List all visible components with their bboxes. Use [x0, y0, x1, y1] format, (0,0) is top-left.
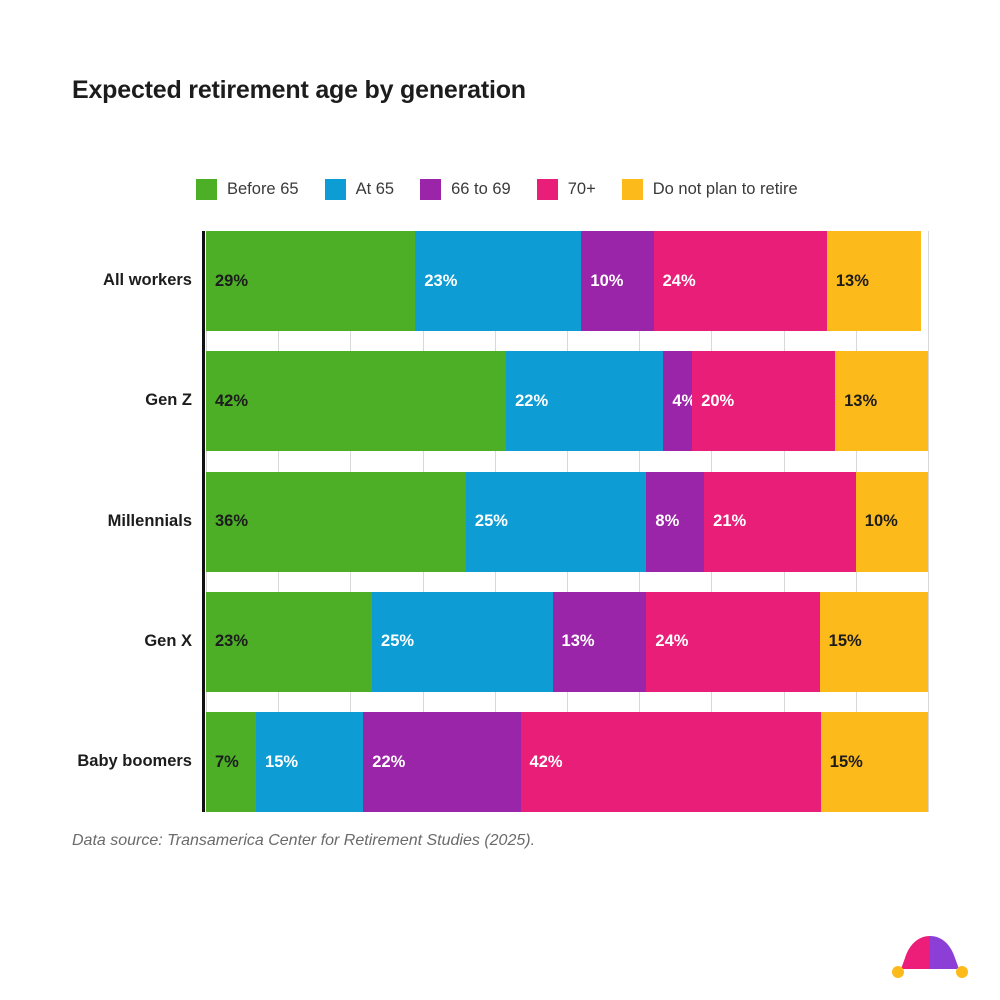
- y-axis-category-labels: All workers Gen Z Millennials Gen X Baby boo…: [0, 231, 192, 812]
- bar-segment-value-label: 10%: [864, 512, 898, 530]
- bar-segment[interactable]: 15%: [256, 712, 364, 812]
- bar-segment[interactable]: 10%: [581, 231, 654, 331]
- legend-item-at-65[interactable]: At 65: [324, 178, 395, 200]
- bar-segment[interactable]: 24%: [653, 231, 827, 331]
- bar-segment-value-label: 13%: [835, 271, 869, 290]
- bar-segment[interactable]: 8%: [646, 471, 705, 572]
- bar-segment-value-label: 25%: [474, 512, 508, 530]
- bar-segment-value-label: 10%: [590, 271, 624, 290]
- bar-segment[interactable]: 24%: [646, 591, 820, 692]
- motley-fool-jester-cap-logo: [888, 928, 972, 984]
- bar-segment[interactable]: 13%: [835, 351, 928, 452]
- bar-segment-value-label: 7%: [215, 752, 239, 771]
- bar-row: 36% 25% 8% 21% 10%: [206, 471, 928, 572]
- bar-segment-value-label: 42%: [529, 752, 563, 771]
- bar-row: 29% 23% 10% 24% 13%: [206, 231, 928, 331]
- bar-segment-value-label: 29%: [215, 271, 249, 290]
- bar-segment-value-label: 22%: [372, 752, 406, 771]
- bar-segment[interactable]: 4%: [663, 351, 696, 452]
- bar-segment-value-label: 15%: [828, 632, 862, 651]
- bar-segment[interactable]: 15%: [820, 712, 929, 812]
- legend-item-label: 66 to 69: [451, 179, 511, 198]
- gridline-100: [928, 231, 929, 812]
- bar-segment-value-label: 8%: [655, 512, 680, 530]
- chart-legend: Before 65 At 65 66 to 69 70+ Do not plan to …: [196, 178, 824, 200]
- bar-segment[interactable]: 15%: [819, 591, 928, 692]
- bar-segment[interactable]: 10%: [855, 471, 928, 572]
- bar-segment[interactable]: 22%: [506, 351, 664, 452]
- legend-swatch-icon: [621, 178, 643, 200]
- bar-segment-value-label: 13%: [561, 632, 595, 651]
- legend-item-before-65[interactable]: Before 65: [196, 178, 299, 200]
- legend-item-66-to-69[interactable]: 66 to 69: [420, 178, 511, 200]
- category-label-gen-x: Gen X: [144, 631, 192, 650]
- bar-segment[interactable]: 29%: [206, 231, 416, 331]
- bar-segment-value-label: 23%: [424, 271, 458, 290]
- bar-segment[interactable]: 23%: [206, 591, 373, 692]
- bar-segment[interactable]: 23%: [415, 231, 582, 331]
- chart-title: Expected retirement age by generation: [72, 76, 526, 104]
- bar-segment[interactable]: 36%: [206, 471, 466, 572]
- bar-segment-value-label: 15%: [265, 752, 299, 771]
- bar-segment[interactable]: 21%: [704, 471, 856, 572]
- legend-swatch-icon: [324, 178, 346, 200]
- legend-item-do-not-plan-to-retire[interactable]: Do not plan to retire: [621, 178, 798, 200]
- bar-segment[interactable]: 25%: [372, 591, 553, 692]
- plot-area: 29% 23% 10% 24% 13% 42% 22% 4% 20% 13% 36% 25% 8% 21%…: [202, 231, 929, 812]
- category-label-baby-boomers: Baby boomers: [77, 752, 192, 770]
- bar-segment[interactable]: 42%: [520, 712, 821, 812]
- bar-segment-value-label: 21%: [713, 512, 747, 530]
- bar-segment[interactable]: 42%: [206, 351, 507, 452]
- bar-segment-value-label: 4%: [672, 391, 697, 410]
- legend-item-label: 70+: [567, 179, 596, 198]
- stacked-bars: 29% 23% 10% 24% 13% 42% 22% 4% 20% 13% 36% 25% 8% 21%…: [206, 231, 929, 812]
- bar-segment-value-label: 13%: [844, 391, 878, 410]
- legend-item-label: Before 65: [227, 179, 299, 198]
- bar-segment-value-label: 24%: [655, 632, 689, 651]
- legend-item-label: Do not plan to retire: [652, 179, 798, 198]
- bar-row: 42% 22% 4% 20% 13%: [206, 351, 928, 452]
- bar-segment-value-label: 20%: [701, 391, 735, 410]
- bar-segment-value-label: 23%: [215, 632, 249, 651]
- bar-segment[interactable]: 13%: [552, 591, 647, 692]
- category-label-gen-z: Gen Z: [145, 391, 192, 410]
- bar-segment[interactable]: 7%: [206, 712, 257, 812]
- bar-segment-value-label: 24%: [662, 271, 696, 290]
- bar-segment[interactable]: 22%: [363, 712, 521, 812]
- bar-row: 23% 25% 13% 24% 15%: [206, 591, 928, 692]
- bar-segment-value-label: 25%: [381, 632, 415, 651]
- bar-segment-value-label: 15%: [829, 752, 863, 771]
- legend-swatch-icon: [196, 178, 217, 200]
- category-label-millennials: Millennials: [107, 511, 192, 530]
- bar-segment[interactable]: 25%: [465, 471, 647, 572]
- y-axis-line: [202, 231, 205, 812]
- bar-segment-value-label: 22%: [515, 391, 549, 410]
- legend-swatch-icon: [536, 178, 558, 200]
- category-label-all-workers: All workers: [103, 271, 192, 289]
- bar-segment[interactable]: 20%: [692, 351, 836, 452]
- legend-item-70[interactable]: 70+: [536, 178, 596, 200]
- legend-swatch-icon: [420, 178, 442, 200]
- legend-item-label: At 65: [355, 179, 395, 198]
- bar-row: 7% 15% 22% 42% 15%: [206, 712, 929, 812]
- source-note: Data source: Transamerica Center for Ret…: [72, 832, 536, 849]
- bar-segment[interactable]: 13%: [826, 231, 921, 331]
- bar-segment-value-label: 42%: [215, 391, 249, 410]
- bar-segment-value-label: 36%: [215, 512, 249, 530]
